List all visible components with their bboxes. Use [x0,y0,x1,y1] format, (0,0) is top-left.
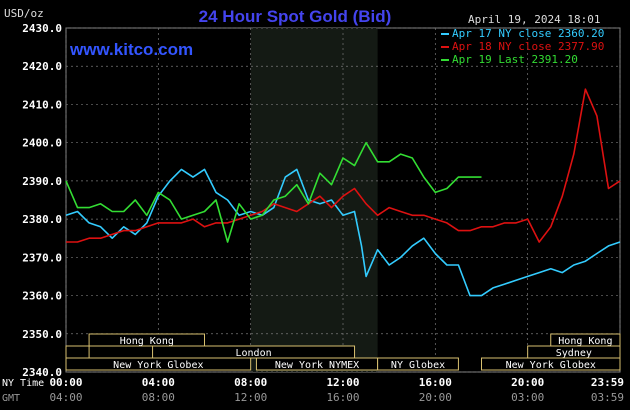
x-tick-label: 20:00 [511,376,544,389]
y-tick-labels: 2340.0 2350.0 2360.0 2370.0 2380.0 2390.0 2400… [22,22,62,379]
x-tick-label: 00:00 [49,376,82,389]
x-tick-label: 08:00 [234,376,267,389]
session-label: Hong Kong [558,336,612,347]
y-tick-label: 2380.0 [22,213,62,226]
y-tick-label: 2390.0 [22,175,62,188]
y-tick-label: 2410.0 [22,98,62,111]
session-box [65,345,90,359]
x-tick-label: 08:00 [142,391,175,404]
x-tick-labels: NY Time 00:00 04:00 08:00 12:00 16:00 20:00 23:… [2,376,624,404]
x-tick-label: 20:00 [419,391,452,404]
x-tick-label: 04:00 [49,391,82,404]
y-tick-label: 2350.0 [22,328,62,341]
legend-entry: Apr 19 Last 2391.20 [452,53,578,66]
y-tick-label: 2360.0 [22,290,62,303]
x-tick-label: 04:00 [142,376,175,389]
session-label: Sydney [556,348,592,359]
session-box [481,357,621,371]
series-line-2 [66,88,621,243]
session-label: New York Globex [113,360,203,371]
x-tick-label: 03:59 [591,391,624,404]
session-label: Hong Kong [120,336,174,347]
x-axis-row-label: GMT [2,393,20,404]
y-tick-label: 2420.0 [22,60,62,73]
y-axis-label: USD/oz [4,7,44,20]
y-tick-label: 2400.0 [22,137,62,150]
session-box [88,333,205,347]
x-tick-label: 16:00 [326,391,359,404]
session-box [152,345,356,359]
x-tick-label: 16:00 [419,376,452,389]
legend-entry: Apr 17 NY close 2360.20 [452,27,604,40]
session-box [65,357,252,371]
y-tick-label: 2430.0 [22,22,62,35]
y-tick-label: 2370.0 [22,251,62,264]
session-label: NY Globex [391,360,445,371]
session-box [377,357,459,371]
legend-entry: Apr 18 NY close 2377.90 [452,40,604,53]
x-tick-label: 12:00 [234,391,267,404]
session-label: New York NYMEX [275,360,359,371]
date-label: April 19, 2024 18:01 [468,13,600,26]
x-tick-label: 23:59 [591,376,624,389]
series-line-3 [65,141,482,243]
x-tick-label: 03:00 [511,391,544,404]
watermark: www.kitco.com [69,40,193,59]
x-tick-label: 12:00 [326,376,359,389]
y-tick-label: 2340.0 [22,366,62,379]
series-lines [65,88,621,297]
session-label: New York Globex [506,360,596,371]
chart-title: 24 Hour Spot Gold (Bid) [199,7,392,26]
x-axis-row-label: NY Time [2,378,44,389]
session-label: London [235,348,271,359]
